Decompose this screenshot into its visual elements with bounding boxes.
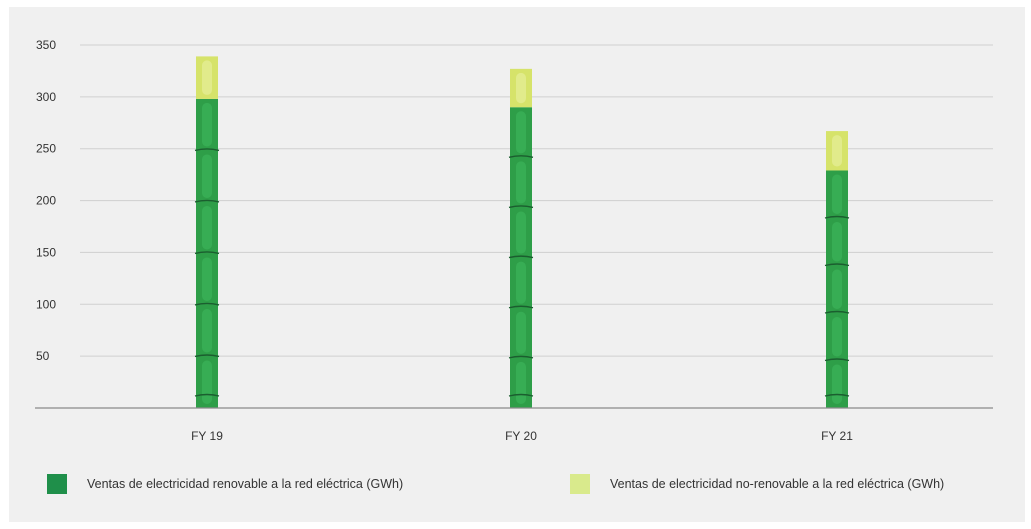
bar-segment-highlight (516, 361, 526, 404)
bar-node (194, 148, 220, 152)
y-tick-label-50: 50 (36, 349, 50, 363)
bar-segment-highlight (202, 205, 212, 250)
bars (194, 56, 850, 408)
gridlines (80, 44, 993, 357)
bar-segment-highlight (516, 111, 526, 154)
bar-segment-highlight (832, 316, 842, 357)
bar-node (194, 302, 220, 306)
bar-group-fy-20 (508, 68, 534, 408)
bar-segment-highlight (202, 60, 212, 95)
bar-group-fy-21 (824, 131, 850, 408)
legend: Ventas de electricidad renovable a la re… (47, 474, 1007, 504)
bar-node (508, 155, 534, 159)
bar-segment-highlight (832, 135, 842, 167)
x-tick-label-fy-20: FY 20 (505, 429, 537, 443)
bar-node (824, 310, 850, 314)
bar-node (194, 199, 220, 203)
legend-label-non-renewable: Ventas de electricidad no-renovable a la… (610, 477, 945, 491)
y-tick-label-350: 350 (36, 38, 56, 52)
x-tick-label-fy-19: FY 19 (191, 429, 223, 443)
bar-segment-highlight (516, 261, 526, 304)
bar-node (824, 393, 850, 397)
legend-item-non-renewable: Ventas de electricidad no-renovable a la… (570, 474, 944, 494)
bar-node (194, 354, 220, 358)
bar-node (508, 355, 534, 359)
legend-label-renewable: Ventas de electricidad renovable a la re… (87, 477, 404, 491)
bar-segment-highlight (832, 221, 842, 262)
bar-node (194, 251, 220, 255)
bar-segment-highlight (202, 360, 212, 404)
legend-swatch-renewable (47, 474, 67, 494)
bar-segment-highlight (516, 211, 526, 254)
bar-node (824, 358, 850, 362)
bar-node (508, 205, 534, 209)
bar-segment-highlight (832, 174, 842, 214)
bar-segment-highlight (202, 102, 212, 147)
legend-item-renewable: Ventas de electricidad renovable a la re… (47, 474, 403, 494)
bar-segment-highlight (516, 161, 526, 204)
bar-segment-highlight (516, 311, 526, 354)
bar-node (824, 263, 850, 267)
bar-node (194, 393, 220, 397)
bar-segment-highlight (832, 269, 842, 309)
bar-renewable-fy-20 (510, 107, 532, 408)
y-tick-label-300: 300 (36, 90, 56, 104)
bar-segment-highlight (516, 72, 526, 104)
bar-segment-highlight (202, 154, 212, 198)
bar-segment-highlight (202, 257, 212, 301)
bar-segment-highlight (832, 364, 842, 404)
bar-chart: 50 100 150 200 250 300 350 FY 19 FY 20 FY 21 (35, 38, 993, 443)
legend-swatch-non-renewable (570, 474, 590, 494)
x-tick-label-fy-21: FY 21 (821, 429, 853, 443)
bar-group-fy-19 (194, 56, 220, 408)
y-tick-label-250: 250 (36, 142, 56, 156)
bar-node (508, 255, 534, 259)
y-tick-label-150: 150 (36, 245, 56, 259)
x-axis-ticks: FY 19 FY 20 FY 21 (191, 429, 853, 443)
bar-node (508, 305, 534, 309)
y-tick-label-100: 100 (36, 297, 56, 311)
bar-node (824, 215, 850, 219)
bar-node (508, 393, 534, 397)
bar-renewable-fy-19 (196, 98, 218, 408)
y-tick-label-200: 200 (36, 194, 56, 208)
y-axis-ticks: 50 100 150 200 250 300 350 (36, 38, 56, 363)
bar-segment-highlight (202, 308, 212, 353)
